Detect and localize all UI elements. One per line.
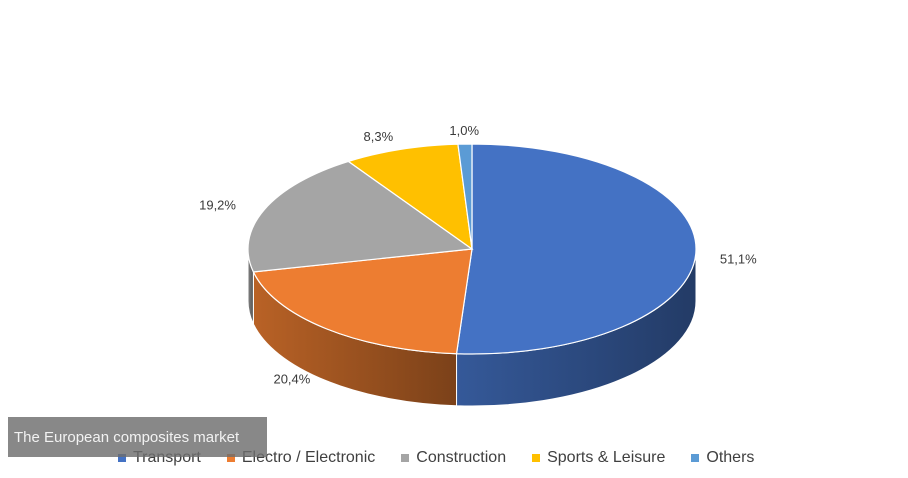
legend-label-electro-electronic: Electro / Electronic bbox=[241, 449, 376, 466]
data-label-sports-leisure: 8,3% bbox=[364, 129, 394, 144]
legend-item-construction: Construction bbox=[401, 449, 506, 467]
legend-swatch-sports-leisure bbox=[532, 454, 541, 462]
pie-slice-construction bbox=[247, 160, 474, 273]
legend-label-others: Others bbox=[706, 449, 755, 466]
legend-item-sports-leisure: Sports & Leisure bbox=[532, 449, 665, 467]
legend-swatch-electro-electronic bbox=[226, 454, 235, 462]
legend-swatch-others bbox=[691, 454, 700, 462]
legend-item-electro-electronic: Electro / Electronic bbox=[226, 449, 376, 467]
data-label-others: 1,0% bbox=[449, 123, 479, 138]
pie-slice-sports-leisure bbox=[347, 143, 473, 251]
pie-slice-others bbox=[457, 143, 473, 250]
pie-slice-electro-electronic bbox=[252, 248, 473, 355]
legend-label-construction: Construction bbox=[416, 449, 507, 466]
legend-item-others: Others bbox=[691, 449, 754, 467]
data-label-electro-electronic: 20,4% bbox=[273, 372, 310, 387]
legend-swatch-transport bbox=[118, 454, 126, 462]
data-label-transport: 51,1% bbox=[720, 252, 757, 267]
chart-legend: Transport Electro / Electronic Construct… bbox=[118, 449, 754, 467]
legend-swatch-construction bbox=[401, 454, 410, 462]
legend-label-sports-leisure: Sports & Leisure bbox=[547, 449, 666, 466]
video-caption: The European composites market bbox=[8, 417, 267, 457]
pie-slice-transport bbox=[455, 143, 697, 355]
data-label-construction: 19,2% bbox=[199, 197, 236, 212]
